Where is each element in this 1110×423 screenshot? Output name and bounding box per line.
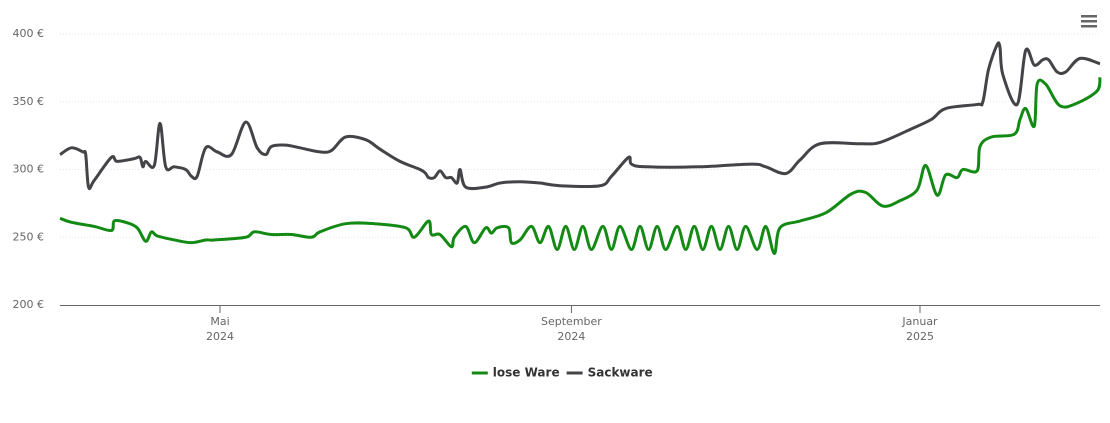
series-line [59,41,1101,191]
y-tick-label: 300 € [13,163,45,176]
y-tick-label: 200 € [13,298,45,311]
menu-icon-bar [1081,20,1097,23]
legend-label: Sackware [588,366,653,380]
menu-icon-bar [1081,25,1097,28]
x-tick-label: September [541,315,602,328]
series-line [59,77,1102,256]
menu-icon-bar [1081,15,1097,18]
legend-item[interactable]: Sackware [566,366,653,380]
y-tick-label: 350 € [13,95,45,108]
x-tick-label: Mai [210,315,229,328]
legend: lose Ware Sackware [471,366,653,380]
menu-button[interactable] [1078,10,1100,32]
legend-label: lose Ware [493,366,560,380]
y-tick-label: 250 € [13,230,45,243]
x-tick-label: 2024 [557,330,585,343]
legend-item[interactable]: lose Ware [471,366,560,380]
x-tick-label: 2025 [906,330,934,343]
x-tick-label: 2024 [206,330,234,343]
y-tick-label: 400 € [13,27,45,40]
x-tick-label: Januar [901,315,938,328]
